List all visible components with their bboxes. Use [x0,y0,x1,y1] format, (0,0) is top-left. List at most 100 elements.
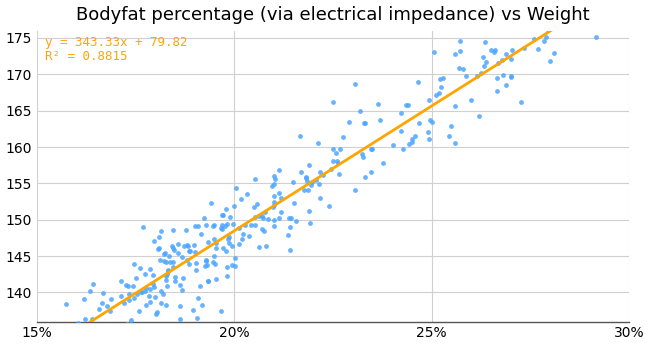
Point [144,267,155,272]
Point [539,38,549,44]
Point [96,323,107,328]
Point [461,73,471,79]
Point [562,13,573,19]
Point [195,283,205,289]
Point [299,187,309,192]
Point [148,281,158,286]
Point [80,336,90,341]
Point [237,237,248,242]
Point [268,193,279,199]
Point [149,238,159,244]
Point [324,203,335,209]
Point [486,47,497,53]
Point [402,102,413,108]
Point [480,60,491,65]
Point [205,200,216,206]
Point [197,302,207,307]
Point [289,200,299,206]
Point [288,179,298,185]
Point [577,1,587,7]
Point [208,260,218,265]
Point [163,254,174,259]
Point [455,38,465,44]
Point [549,51,559,56]
Point [501,82,512,88]
Point [304,209,314,214]
Point [181,227,191,233]
Point [229,263,240,268]
Point [222,264,232,270]
Point [436,84,446,90]
Point [360,174,370,179]
Point [202,262,213,268]
Text: R² = 0.8815: R² = 0.8815 [45,50,127,63]
Point [254,245,265,250]
Point [51,345,62,346]
Point [268,173,279,179]
Point [259,229,269,234]
Point [118,300,129,306]
Point [236,197,246,202]
Point [315,195,326,201]
Point [131,275,142,281]
Point [506,73,516,79]
Point [423,97,434,102]
Point [152,309,162,315]
Point [79,316,90,321]
Point [328,99,338,104]
Point [427,119,437,125]
Point [333,171,344,177]
Point [276,195,286,200]
Point [294,134,305,139]
Point [134,308,144,314]
Point [176,283,186,288]
Point [497,57,508,62]
Point [64,337,75,342]
Point [283,232,294,238]
Point [209,262,220,267]
Point [155,257,165,263]
Point [217,212,228,218]
Point [447,124,457,129]
Point [350,82,360,87]
Point [450,103,460,109]
Point [245,222,255,227]
Point [350,188,360,193]
Point [86,316,97,322]
Point [528,36,539,42]
Point [410,133,421,139]
Point [60,301,71,306]
Point [302,187,313,192]
Point [98,290,109,296]
Point [223,236,233,242]
Point [220,224,230,229]
Point [250,176,261,182]
Point [424,136,434,142]
Point [51,339,62,344]
Point [493,60,504,66]
Point [193,224,203,229]
Point [176,254,187,260]
Point [115,338,125,343]
Point [156,300,166,306]
Point [450,140,460,146]
Point [311,177,321,182]
Point [175,303,185,309]
Point [306,183,317,188]
Point [567,4,577,9]
Point [228,221,239,226]
Point [172,241,183,247]
Point [395,110,406,116]
Point [190,249,200,255]
Point [407,139,417,145]
Point [572,3,582,8]
Point [145,299,155,305]
Point [144,293,155,299]
Point [203,279,213,284]
Point [387,142,398,148]
Point [344,119,354,125]
Point [365,169,376,174]
Point [591,34,601,39]
Point [455,48,465,54]
Point [224,234,234,239]
